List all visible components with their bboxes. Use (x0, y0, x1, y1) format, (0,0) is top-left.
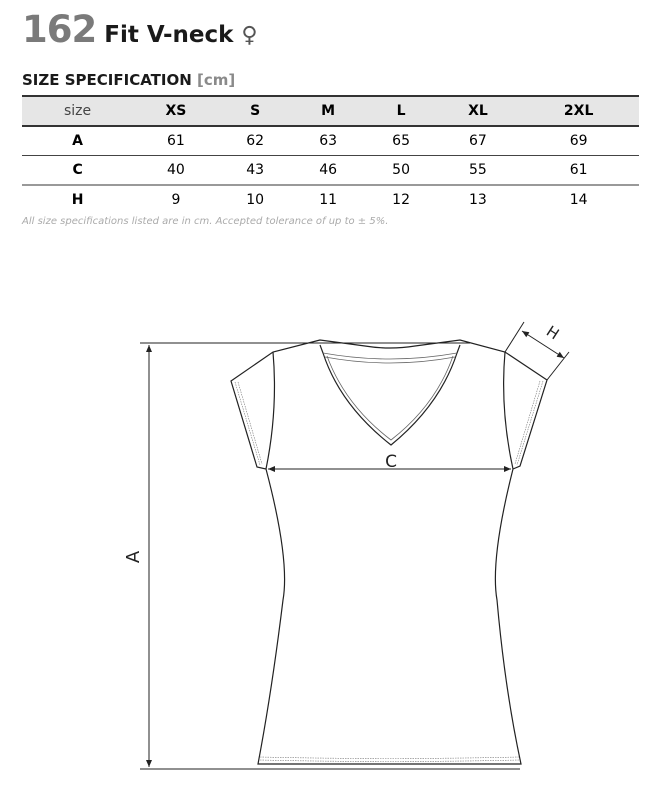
cell: 40 (167, 162, 185, 178)
cell: 65 (392, 133, 410, 149)
cell: 50 (392, 162, 410, 178)
cell: 43 (246, 162, 265, 178)
tshirt-outline (230, 339, 548, 765)
spec-title: SIZE SPECIFICATION (22, 71, 192, 89)
section-title: SIZE SPECIFICATION [cm] (22, 71, 235, 89)
cell: 61 (569, 162, 588, 178)
row-label: A (72, 133, 83, 149)
label-h: H (543, 322, 562, 343)
label-c: C (385, 452, 397, 472)
spec-unit: [cm] (197, 71, 236, 89)
table-row: A 61 62 63 65 67 69 (22, 126, 639, 156)
cell: 55 (469, 162, 487, 178)
col-xs: XS (165, 103, 187, 119)
col-size: size (64, 103, 92, 119)
tolerance-note: All size specifications listed are in cm… (22, 216, 389, 227)
cell: 11 (319, 192, 338, 208)
cell: 12 (392, 192, 410, 208)
cell: 9 (171, 192, 181, 208)
col-l: L (396, 103, 406, 119)
product-number: 162 (22, 8, 97, 51)
label-a: A (123, 550, 144, 563)
product-title: 162 Fit V-neck ♀ (22, 8, 258, 51)
female-icon: ♀ (241, 23, 258, 48)
col-s: S (250, 103, 261, 119)
cell: 67 (469, 133, 487, 149)
cell: 46 (319, 162, 338, 178)
col-m: M (321, 103, 336, 119)
row-label: C (72, 162, 83, 178)
cell: 61 (167, 133, 185, 149)
table-header: size XS S M L XL 2XL (22, 96, 639, 126)
col-2xl: 2XL (563, 103, 594, 119)
cell: 69 (569, 133, 588, 149)
cell: 63 (319, 133, 338, 149)
table-row: H 9 10 11 12 13 14 (22, 185, 639, 214)
cell: 13 (469, 192, 487, 208)
cell: 62 (246, 133, 265, 149)
size-table: size XS S M L XL 2XL A 61 62 63 65 67 69… (22, 95, 639, 214)
neckline (319, 344, 461, 446)
cell: 10 (246, 192, 265, 208)
table-row: C 40 43 46 50 55 61 (22, 156, 639, 185)
col-xl: XL (468, 103, 488, 119)
product-name: Fit V-neck (104, 22, 234, 48)
row-label: H (71, 192, 84, 208)
dimension-h-arrow (521, 330, 565, 359)
cell: 14 (569, 192, 588, 208)
